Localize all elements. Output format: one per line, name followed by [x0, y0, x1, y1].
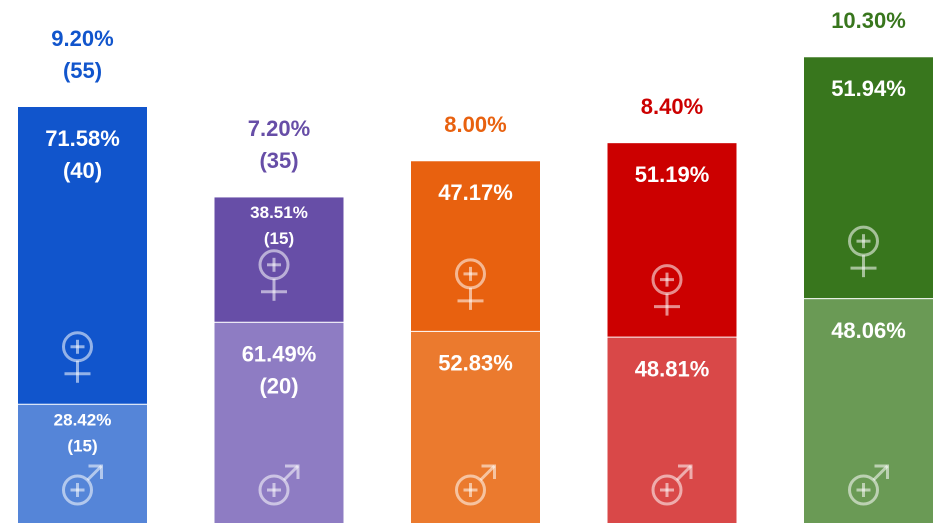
icon-circle — [62, 474, 93, 506]
total-label: 10.30% — [831, 8, 906, 33]
female-icon — [258, 249, 290, 301]
male-icon — [455, 464, 496, 506]
total-label: 9.20% — [51, 26, 113, 51]
bar-segment — [804, 57, 933, 300]
segment-count-label: (15) — [67, 436, 97, 455]
bar-segment — [411, 161, 540, 332]
icon-circle — [848, 474, 879, 506]
male-icon — [848, 464, 889, 506]
male-icon — [651, 464, 693, 506]
segment-count-label: (15) — [264, 229, 294, 248]
segment-count-label: (20) — [259, 374, 298, 399]
female-icon — [848, 225, 879, 278]
icon-circle — [258, 474, 290, 506]
icon-circle — [455, 474, 486, 506]
segment-label: 48.06% — [831, 318, 906, 343]
female-icon — [651, 264, 683, 316]
icon-circle — [651, 474, 683, 506]
segment-label: 61.49% — [242, 342, 317, 367]
total-label: 8.40% — [641, 94, 703, 119]
icon-stroke — [86, 464, 103, 482]
icon-stroke — [874, 464, 889, 479]
total-label: 7.20% — [248, 116, 310, 141]
bar-segment — [607, 337, 737, 523]
segment-label: 38.51% — [250, 203, 308, 222]
bar-segment — [214, 197, 344, 323]
bar-segment — [804, 299, 933, 523]
segment-label: 47.17% — [438, 180, 513, 205]
segment-label: 28.42% — [54, 410, 112, 429]
segment-count-label: (40) — [63, 158, 102, 183]
male-icon — [258, 464, 300, 506]
segment-label: 51.94% — [831, 76, 906, 101]
icon-stroke — [479, 464, 496, 482]
segment-label: 71.58% — [45, 126, 120, 151]
total-count-label: (35) — [259, 148, 298, 173]
segment-label: 52.83% — [438, 351, 513, 376]
icon-stroke — [481, 464, 496, 479]
icon-stroke — [282, 464, 300, 482]
female-icon — [62, 331, 93, 383]
segment-label: 48.81% — [635, 356, 710, 381]
total-label: 8.00% — [444, 112, 506, 137]
segment-label: 51.19% — [635, 162, 710, 187]
icon-stroke — [88, 464, 103, 479]
female-icon — [455, 258, 486, 310]
male-icon — [62, 464, 103, 506]
icon-stroke — [285, 464, 300, 479]
icon-stroke — [678, 464, 693, 479]
icon-stroke — [675, 464, 693, 482]
icon-stroke — [872, 464, 889, 482]
total-count-label: (55) — [63, 58, 102, 83]
bar-segment — [18, 107, 147, 405]
